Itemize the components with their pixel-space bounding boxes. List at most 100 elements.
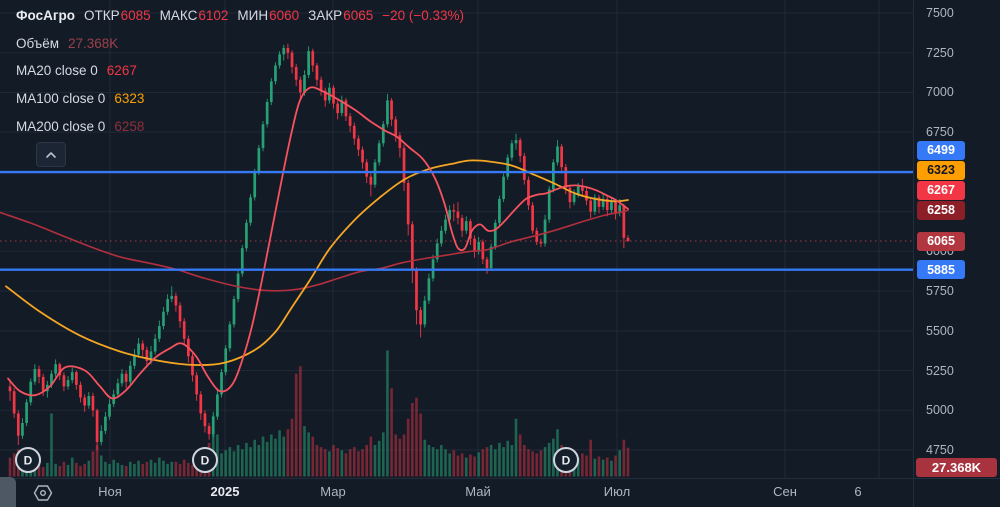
legend-indicator-row[interactable]: MA200 close 0 6258 [16,119,144,134]
candle-body [211,416,215,435]
volume-bar [182,459,186,477]
candle-body [369,176,373,185]
volume-bar [282,436,286,477]
volume-bar [286,429,290,477]
volume-bar [460,453,464,477]
volume-bar [270,434,273,477]
time-axis[interactable]: Ноя 2025 Мар Май Июл Сен 6 [0,478,1000,507]
legend-indicator-row[interactable]: MA20 close 0 6267 [16,63,137,78]
candle-body [440,230,443,244]
volume-bar [245,442,248,477]
time-tick-label: Сен [773,484,797,499]
candle-body [469,221,472,239]
candle-body [16,413,20,436]
candle-body [87,395,91,406]
volume-bar [593,458,597,477]
price-tick-label: 7500 [926,6,954,20]
volume-bar [112,459,115,477]
volume-bar [605,457,609,477]
candle-body [419,310,422,325]
candle-body [207,426,211,435]
ma-line-ma200[interactable] [0,209,629,292]
candle-body [274,65,277,82]
candle-body [133,354,136,366]
volume-bar [386,350,389,477]
candle-body [8,386,12,392]
volume-bar [62,461,66,477]
axis-divider-vertical [913,0,914,507]
volume-bar [547,442,551,477]
candle-body [261,124,265,149]
price-scale-settings-icon[interactable] [30,483,56,503]
candle-body [402,148,406,184]
price-badge: 6258 [917,200,965,220]
volume-bar [531,451,534,477]
legend-indicator-row[interactable]: MA100 close 0 6323 [16,91,144,106]
volume-bar [510,445,514,477]
candle-body [79,384,82,398]
volume-bar [54,463,57,477]
ma-line-ma20[interactable] [7,86,629,400]
volume-bar [46,462,49,477]
volume-bar [527,449,530,477]
volume-bar [211,415,215,477]
candle-body [357,138,360,150]
volume-bar [390,388,393,477]
price-axis[interactable]: 27.368K 75007250700067506500625060005750… [913,0,1000,478]
volume-bar [340,450,344,477]
volume-bar [539,450,543,477]
candle-body [535,230,539,242]
candle-body [365,162,369,177]
volume-bar [249,447,252,477]
candle-body [531,205,534,231]
candle-body [149,351,153,362]
volume-bar [37,466,41,477]
chevron-up-icon [46,151,56,158]
volume-bar [419,413,422,477]
volume-label: Объём [16,36,60,51]
volume-bar [307,432,310,477]
volume-bar [535,453,539,477]
candle-body [303,74,306,93]
volume-axis-badge: 27.368K [916,458,997,477]
candle-body [66,380,70,387]
volume-bar [518,434,522,477]
candle-body [477,241,481,252]
candle-body [116,383,120,395]
volume-bar [158,457,161,477]
volume-bar [58,466,62,477]
dividend-marker[interactable]: D [553,447,579,473]
time-tick-label: Май [465,484,491,499]
legend-volume-row[interactable]: Объём 27.368K [16,36,118,51]
volume-bar [581,453,584,477]
candle-body [124,373,128,382]
candle-body [99,430,103,443]
candle-body [120,373,124,384]
price-tick-label: 7250 [926,45,954,60]
volume-bar [344,453,348,477]
volume-bar [95,445,99,477]
volume-bar [369,436,373,477]
volume-bar [303,426,306,477]
ma-line-ma100[interactable] [5,159,629,367]
panel-handle-tab[interactable] [0,477,16,507]
dividend-marker[interactable]: D [15,447,41,473]
volume-bar [622,439,626,477]
candle-body [348,116,352,126]
candle-body [228,324,232,349]
svg-text:D: D [201,454,210,468]
volume-bar [444,449,447,477]
volume-bar [91,451,95,477]
volume-bar [431,447,435,477]
candle-body [70,372,74,381]
candle-body [240,248,244,274]
legend-symbol-row[interactable]: ФосАгро ОТКР 6085 МАКС 6102 МИН 6060 ЗАКР 6065 … [16,8,464,23]
volume-bar [294,373,298,477]
volume-bar [423,439,427,477]
legend-collapse-button[interactable] [36,142,66,167]
indicator-value: 6323 [114,91,145,106]
candle-body [54,364,57,374]
candle-body [75,372,78,385]
dividend-marker[interactable]: D [192,447,218,473]
